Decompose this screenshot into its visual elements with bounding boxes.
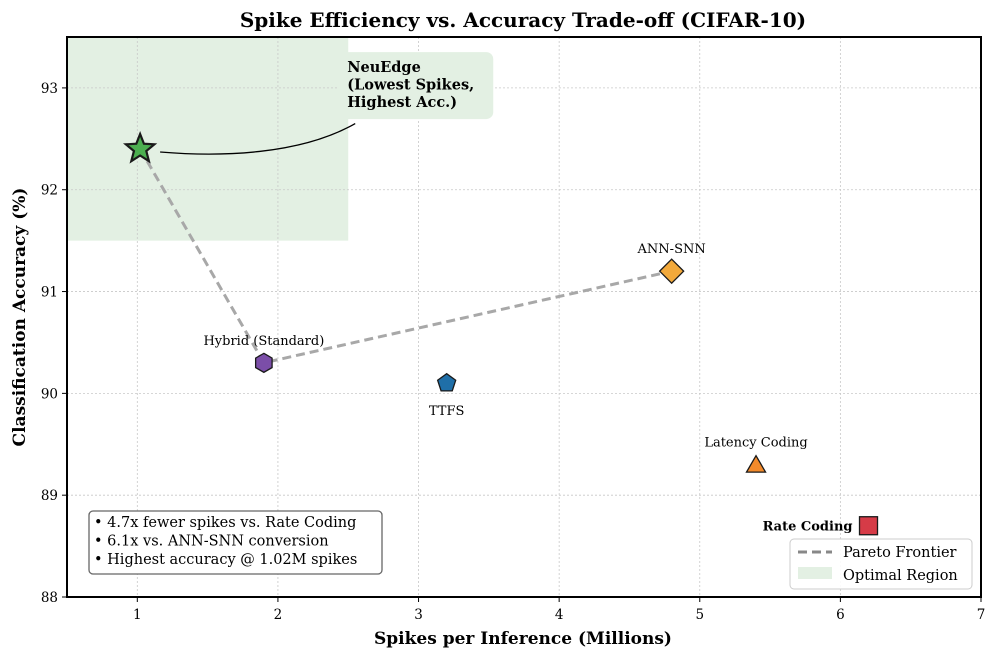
data-points-layer — [122, 130, 879, 536]
ann-snn-label: ANN-SNN — [637, 242, 706, 257]
annotation-layer: NeuEdge(Lowest Spikes,Highest Acc.) — [160, 52, 494, 155]
pareto-frontier-layer — [138, 148, 672, 365]
legend-frame — [789, 538, 973, 590]
y-axis-label: Classification Accuracy (%) — [10, 188, 30, 447]
legend-region-label: Optimal Region — [843, 568, 958, 584]
info-box-line: • 6.1x vs. ANN-SNN conversion — [94, 534, 329, 550]
y-tick-label: 88 — [41, 590, 58, 606]
point-labels-layer: Hybrid (Standard) TTFS ANN-SNN Latency Codi… — [203, 242, 852, 535]
pareto-frontier-line — [138, 148, 672, 365]
rate-coding-label: Rate Coding — [763, 520, 853, 535]
x-tick-label: 2 — [274, 607, 283, 623]
legend: Pareto Frontier Optimal Region — [789, 538, 973, 590]
chart-title: Spike Efficiency vs. Accuracy Trade-off … — [240, 8, 806, 32]
legend-pareto-label: Pareto Frontier — [843, 545, 957, 561]
axis-ticks: 1 2 3 4 5 6 7 88 89 90 91 92 93 — [41, 81, 985, 623]
plot-background — [67, 37, 981, 597]
x-tick-label: 3 — [414, 607, 423, 623]
neuedge-marker — [122, 130, 158, 164]
ttfs-marker — [436, 372, 457, 392]
y-tick-label: 92 — [41, 183, 58, 199]
y-tick-label: 89 — [41, 488, 58, 504]
info-box-line: • Highest accuracy @ 1.02M spikes — [94, 552, 357, 568]
hybrid-standard-label: Hybrid (Standard) — [203, 334, 324, 349]
ann-snn-marker — [658, 258, 685, 285]
annotation-text-line: NeuEdge — [347, 59, 421, 76]
optimal-region — [67, 37, 349, 241]
latency-coding-marker — [745, 454, 767, 473]
rate-coding-marker — [858, 516, 879, 536]
plot-frame-rect — [66, 36, 982, 598]
info-box: • 4.7x fewer spikes vs. Rate Coding • 6.1… — [88, 510, 383, 575]
y-tick-label: 90 — [41, 386, 58, 402]
annotation-text-line: (Lowest Spikes, — [347, 77, 474, 94]
annotation-arrow — [160, 122, 356, 155]
x-tick-label: 1 — [133, 607, 142, 623]
x-tick-label: 4 — [555, 607, 564, 623]
x-tick-label: 6 — [836, 607, 845, 623]
info-box-line: • 4.7x fewer spikes vs. Rate Coding — [94, 515, 356, 531]
annotation-box — [338, 52, 494, 120]
y-tick-label: 93 — [41, 81, 58, 97]
y-tick-label: 91 — [41, 285, 58, 301]
ttfs-label: TTFS — [429, 404, 465, 419]
x-tick-label: 7 — [977, 607, 986, 623]
plot-frame — [66, 36, 982, 598]
latency-coding-label: Latency Coding — [704, 436, 807, 451]
hybrid-standard-marker — [254, 352, 273, 374]
annotation-text-line: Highest Acc.) — [347, 94, 457, 111]
x-tick-label: 5 — [695, 607, 704, 623]
info-box-frame — [88, 510, 383, 575]
legend-region-swatch — [798, 567, 832, 579]
x-axis-label: Spikes per Inference (Millions) — [374, 629, 672, 649]
